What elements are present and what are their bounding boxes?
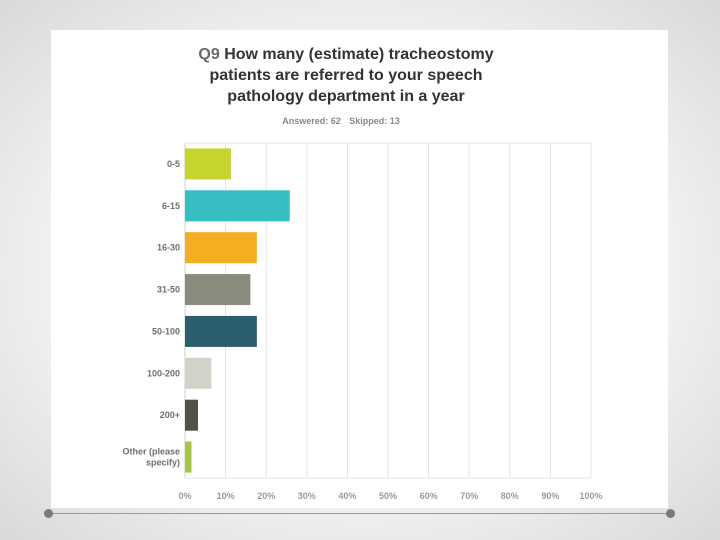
bar [185,399,198,431]
x-tick-label: 70% [460,491,478,501]
x-tick-label: 100% [579,491,602,501]
category-label: 50-100 [152,326,180,336]
skipped-count: Skipped: 13 [349,116,400,126]
category-labels: 0-5 6-15 16-30 31-50 50-100 100-200 200+ Other … [122,159,180,468]
rule-dot-right [666,509,675,518]
bar [185,357,212,389]
x-tick-label: 40% [338,491,356,501]
question-text: How many (estimate) tracheostomy patient… [209,46,494,105]
x-tick-label: 30% [298,491,316,501]
category-label: 100-200 [147,368,180,378]
category-label: 16-30 [157,243,180,253]
category-label: 200+ [160,410,180,420]
gridlines [184,142,592,479]
bar [185,274,251,306]
bar [185,190,290,222]
rule-dot-left [44,509,53,518]
bar [185,441,192,473]
category-label: 6-15 [162,201,180,211]
slide-panel: Q9 How many (estimate) tracheostomy pati… [51,30,668,508]
x-tick-label: 50% [379,491,397,501]
bar [185,148,231,180]
bar [185,232,257,264]
question-number: Q9 [198,46,220,63]
chart-title: Q9 How many (estimate) tracheostomy pati… [181,44,511,107]
bar-chart: 0-5 6-15 16-30 31-50 50-100 100-200 200+ Other … [122,142,603,501]
bar [185,315,257,347]
tick-labels: 0% 10% 20% 30% 40% 50% 60% 70% 80% 90% 100% [178,491,602,501]
x-tick-label: 0% [178,491,191,501]
category-label: 0-5 [167,159,180,169]
category-label: Other (please specify) [122,447,180,468]
x-tick-label: 10% [217,491,235,501]
answered-count: Answered: 62 [282,116,341,126]
x-tick-label: 60% [420,491,438,501]
bottom-rule [48,513,670,514]
answer-stats: Answered: 62 Skipped: 13 [51,116,631,126]
x-tick-label: 20% [257,491,275,501]
x-tick-label: 90% [541,491,559,501]
x-tick-label: 80% [501,491,519,501]
category-label: 31-50 [157,285,180,295]
bars [185,148,290,473]
